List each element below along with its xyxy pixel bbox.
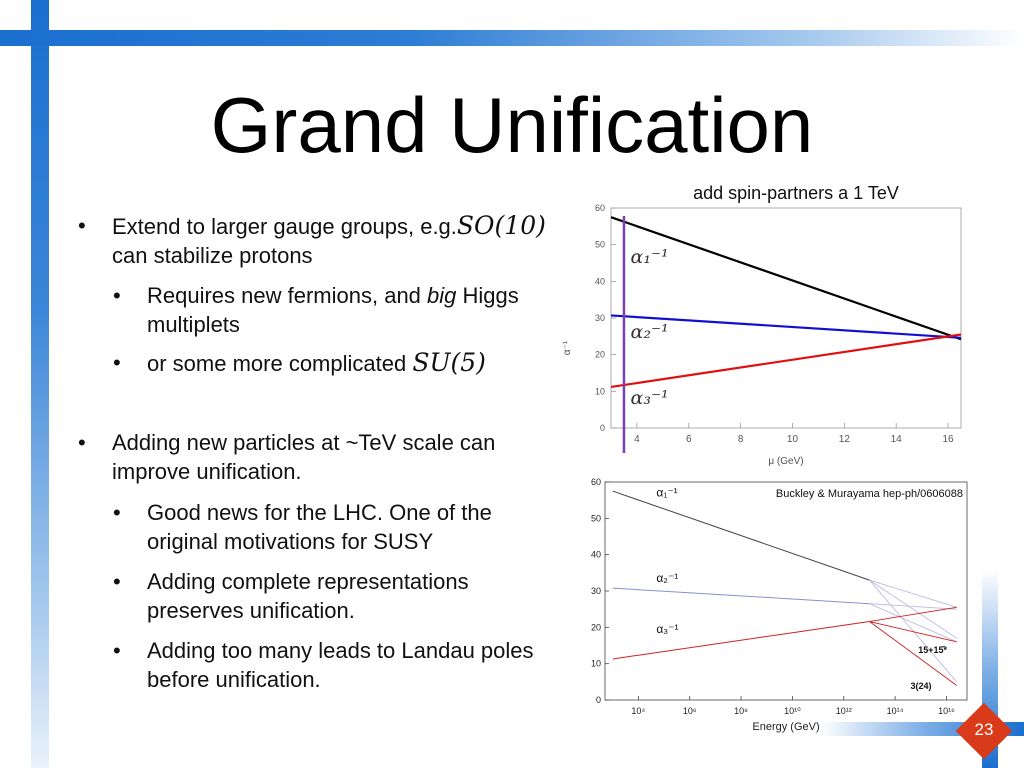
x-tick-label: 16: [942, 434, 954, 445]
x-tick-label: 10⁴: [631, 706, 645, 716]
decorative-horizontal-bar: [0, 30, 1024, 46]
x-tick-label: 12: [839, 434, 851, 445]
page-number-badge: 23: [955, 702, 1013, 760]
x-tick-label: 10¹⁰: [784, 706, 801, 716]
branch-line: [869, 606, 957, 622]
slide-title: Grand Unification: [210, 81, 814, 169]
emphasis-text: big: [427, 283, 457, 308]
x-axis-label: Energy (GeV): [752, 721, 819, 733]
branch-line: [869, 579, 957, 639]
bullet-item: • or some more complicated SU(5): [113, 348, 547, 378]
y-tick-label: 60: [591, 477, 601, 487]
unification-chart-spin-partners: add spin-partners a 1 TeV 0 10 20 30 40 50 60 4 6…: [556, 178, 976, 468]
bullet-item: • Extend to larger gauge groups, e.g.SO(…: [78, 211, 552, 270]
series-label: α₂⁻¹: [631, 321, 669, 343]
x-axis-label: μ (GeV): [768, 456, 803, 467]
y-tick-label: 60: [595, 203, 605, 213]
y-tick-label: 30: [591, 586, 601, 596]
bullet-text: Adding too many leads to Landau poles be…: [147, 638, 534, 692]
branch-line: [869, 603, 957, 643]
branch-line: [869, 603, 957, 610]
decorative-vertical-bar: [31, 0, 49, 768]
bullet-text: Good news for the LHC. One of the origin…: [147, 500, 492, 554]
chart-title: add spin-partners a 1 TeV: [693, 183, 899, 203]
bullet-marker: •: [113, 350, 121, 375]
branch-line: [869, 621, 957, 643]
series-line: [610, 216, 962, 341]
series-line: [612, 490, 870, 581]
branch-line: [869, 579, 958, 683]
x-tick-label: 10¹²: [836, 706, 852, 716]
bullet-text: Requires new fermions, and: [147, 283, 428, 308]
bullet-marker: •: [78, 430, 86, 455]
chart-2-svg: 0 10 20 30 40 50 60 10⁴ 10⁶ 10⁸ 10¹⁰ 10¹² 10¹⁴ 10¹⁶ En…: [591, 477, 968, 733]
y-tick-label: 10: [591, 659, 601, 669]
x-tick-label: 10: [787, 434, 799, 445]
bullet-text: or some more complicated: [147, 351, 413, 376]
bullet-text: Extend to larger gauge groups, e.g.: [112, 214, 457, 239]
math-expression: SO(10): [456, 211, 546, 240]
branch-annotation: 3(24): [911, 681, 932, 691]
source-annotation: Buckley & Murayama hep-ph/0606088: [776, 488, 963, 500]
y-tick-label: 0: [600, 423, 605, 433]
series-line: [612, 587, 870, 605]
x-tick-label: 4: [634, 434, 640, 445]
branch-line: [869, 579, 957, 608]
math-expression: SU(5): [412, 348, 486, 377]
bullet-text-continued: can stabilize protons: [112, 243, 313, 268]
bullet-text: Adding new particles at ~TeV scale can i…: [112, 430, 496, 484]
bullet-item: • Adding complete representations preser…: [113, 567, 547, 625]
x-tick-label: 14: [891, 434, 903, 445]
x-tick-label: 6: [686, 434, 692, 445]
series-line: [610, 333, 962, 389]
bullet-text: Adding complete representations preserve…: [147, 569, 469, 623]
y-axis-label: α⁻¹: [562, 340, 573, 355]
y-tick-label: 0: [596, 695, 601, 705]
bullet-item: • Requires new fermions, and big Higgs m…: [113, 281, 547, 339]
y-tick-label: 40: [591, 550, 601, 560]
branch-line: [869, 621, 957, 686]
y-tick-label: 30: [595, 313, 605, 323]
bullet-marker: •: [113, 500, 121, 525]
y-tick-label: 50: [591, 513, 601, 523]
y-tick-label: 20: [595, 350, 605, 360]
bullet-marker: •: [78, 213, 86, 238]
bullet-marker: •: [113, 283, 121, 308]
bullet-item: • Adding new particles at ~TeV scale can…: [78, 428, 552, 486]
series-label: α₂⁻¹: [656, 571, 678, 585]
series-label: α₁⁻¹: [656, 486, 677, 500]
x-tick-label: 10¹⁴: [887, 706, 904, 716]
bullet-item: • Good news for the LHC. One of the orig…: [113, 498, 547, 556]
page-number: 23: [974, 720, 994, 739]
series-label: α₃⁻¹: [631, 387, 669, 409]
x-tick-label: 10⁶: [683, 706, 697, 716]
series-line: [612, 621, 870, 660]
y-tick-label: 10: [595, 386, 605, 396]
y-tick-label: 20: [591, 622, 601, 632]
unification-chart-buckley-murayama: 0 10 20 30 40 50 60 10⁴ 10⁶ 10⁸ 10¹⁰ 10¹² 10¹⁴ 10¹⁶ En…: [570, 472, 980, 740]
series-label: α₁⁻¹: [631, 246, 669, 268]
branch-annotation: 15+15̄*: [918, 645, 947, 655]
y-tick-label: 50: [595, 240, 605, 250]
bullet-item: • Adding too many leads to Landau poles …: [113, 636, 547, 694]
chart-1-svg: add spin-partners a 1 TeV 0 10 20 30 40 50 60 4 6…: [562, 183, 962, 467]
x-tick-label: 8: [738, 434, 744, 445]
bullet-marker: •: [113, 569, 121, 594]
bullet-text-continued: Higgs multiplets: [147, 283, 519, 337]
series-line: [610, 314, 962, 339]
bullet-marker: •: [113, 638, 121, 663]
y-tick-label: 40: [595, 276, 605, 286]
x-tick-label: 10¹⁶: [938, 706, 955, 716]
x-tick-label: 10⁸: [734, 706, 748, 716]
series-label: α₃⁻¹: [656, 622, 678, 636]
